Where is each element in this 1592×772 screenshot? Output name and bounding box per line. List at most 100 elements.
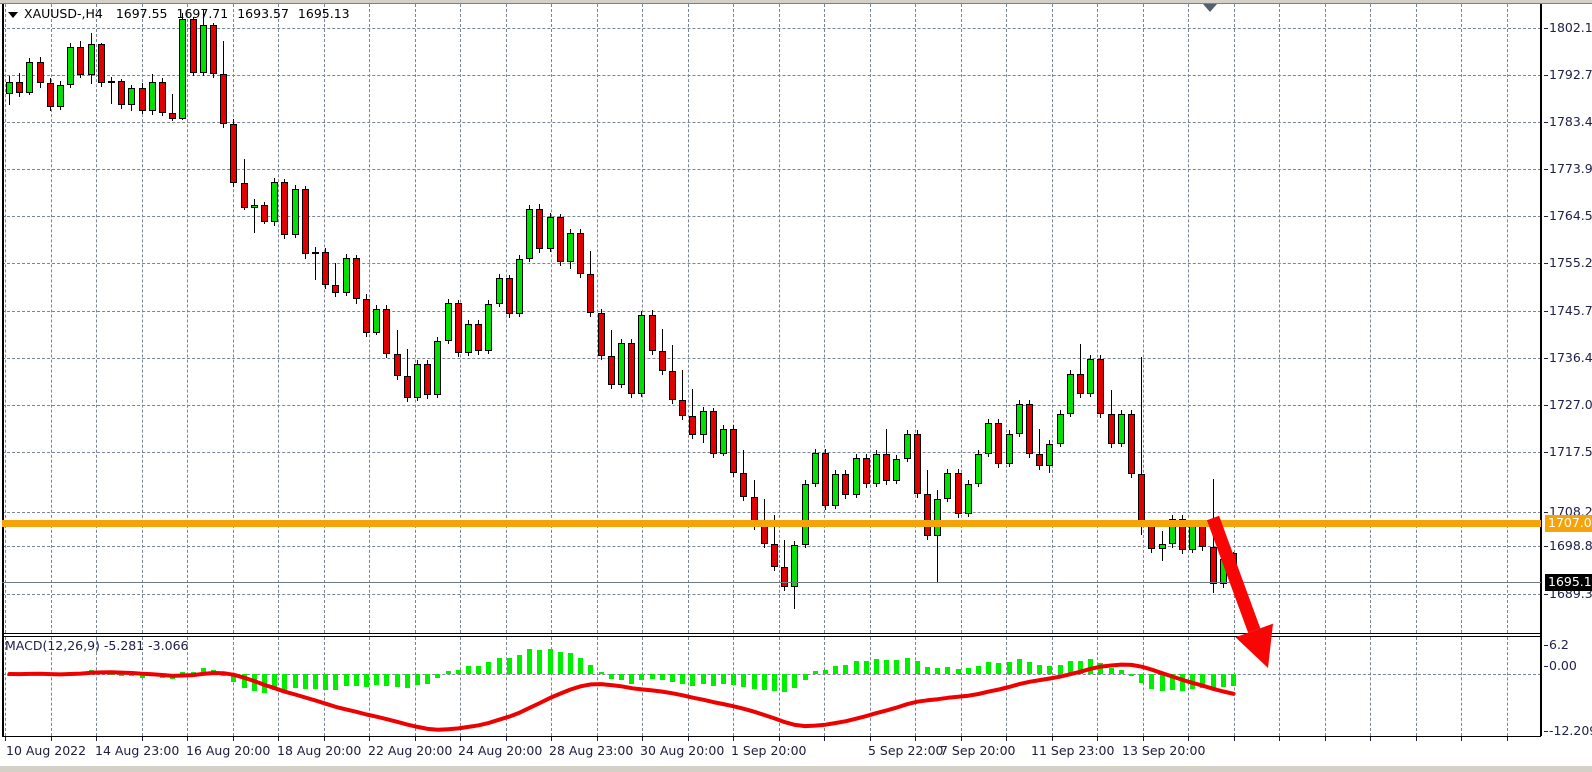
time-axis-tick [460,737,461,741]
macd-histogram-bar [486,662,492,674]
macd-histogram-bar [455,669,461,674]
candle-body-bearish [924,494,931,536]
price-gridline-h [2,358,1541,359]
macd-histogram-bar [996,663,1002,674]
macd-histogram-bar [517,654,522,674]
last-price-badge[interactable]: 1695.13 [1545,574,1592,591]
candle-body-bearish [301,189,309,255]
candle-body-bullish [199,24,207,74]
window-bottom-frame [0,766,1592,772]
chart-gridline-v [187,4,188,633]
price-chart-pane[interactable] [2,4,1541,633]
price-axis-tick [1544,731,1548,732]
price-level-line-orange[interactable] [2,520,1541,527]
candle-body-bullish [893,459,901,482]
macd-histogram-bar [853,661,859,674]
price-axis-label: 1745.75 [1549,303,1592,318]
time-axis-label: 5 Sep 22:00 [868,743,944,758]
candle-body-bullish [516,258,523,314]
macd-histogram-bar [802,673,808,680]
macd-histogram-bar [812,671,818,674]
candle-body-bullish [312,251,319,255]
price-axis-tick [1544,28,1548,29]
candle-body-bullish [1158,543,1166,549]
macd-histogram-bar [1169,673,1175,691]
macd-histogram-bar [935,668,941,674]
macd-histogram-bar [1006,661,1012,674]
triangle-down-marker[interactable] [1203,4,1217,12]
candle-body-bullish [179,18,187,119]
window-top-divider [0,3,1592,4]
candle-body-bullish [291,189,299,235]
candle-body-bearish [556,217,564,262]
candle-body-bearish [240,183,248,208]
time-axis-label: 7 Sep 20:00 [940,743,1016,758]
candle-wick [335,262,337,297]
candle-body-bearish [679,400,687,417]
macd-indicator-pane[interactable] [2,637,1541,736]
candle-body-bearish [383,308,391,354]
candle-body-bearish [1128,414,1135,475]
macd-histogram-bar [1088,659,1094,674]
quote-low: 1693.57 [237,6,289,21]
macd-histogram-bar [1159,673,1165,692]
macd-histogram-bar [751,673,757,689]
macd-histogram-bar [904,657,910,674]
price-axis-tick [1544,512,1548,513]
candle-body-bullish [1066,373,1074,415]
candle-body-bearish [36,61,44,83]
price-axis-tick [1544,263,1548,264]
macd-histogram-bar [241,673,247,689]
candle-wick [682,369,684,421]
macd-histogram-bar [343,673,349,687]
triangle-down-icon[interactable] [8,11,18,18]
candle-body-bullish [87,44,95,75]
price-axis-tick [1544,311,1548,312]
time-axis-label: 16 Aug 20:00 [186,743,271,758]
macd-histogram-bar [792,673,798,689]
candle-body-bearish [913,434,921,495]
chart-gridline-v [1461,4,1462,633]
time-axis-tick [1370,737,1371,741]
macd-histogram-bar [1108,668,1114,674]
chart-gridline-v [870,4,871,633]
candle-body-bullish [873,454,880,485]
candle-body-bullish [434,340,442,396]
macd-axis-label: -12.209 [1549,723,1592,738]
candle-body-bearish [16,81,24,93]
candle-body-bearish [475,323,483,351]
time-axis-tick [1188,737,1189,741]
price-axis[interactable]: 1802.15 1792.70 1783.40 1773.95 1764.50 1755.… [1544,0,1592,772]
chart-gridline-v [1279,4,1280,633]
time-axis-tick [915,737,916,741]
candle-body-bullish [1087,358,1095,395]
macd-histogram-bar [1016,659,1022,674]
candle-body-bearish [97,44,105,84]
macd-histogram-bar [741,673,747,687]
time-axis-label: 14 Aug 23:00 [95,743,180,758]
time-axis[interactable]: 10 Aug 2022 14 Aug 23:00 16 Aug 20:00 18 Au… [0,737,1592,766]
price-axis-label: 1773.95 [1549,161,1592,176]
macd-histogram-bar [1180,673,1185,692]
candle-body-bearish [587,273,595,313]
candle-body-bearish [771,543,778,567]
candle-body-bearish [862,458,870,485]
candle-body-bearish [669,370,676,401]
candle-body-bullish [495,277,503,304]
time-axis-tick [597,737,598,741]
candle-body-bullish [148,81,156,111]
macd-histogram-bar [200,667,206,674]
price-gridline-h [2,216,1541,217]
price-level-badge[interactable]: 1707.01 [1545,515,1592,532]
macd-histogram-bar [823,669,828,674]
price-axis-tick [1544,169,1548,170]
macd-histogram-bar [710,673,716,686]
candle-body-bearish [689,416,697,436]
candle-body-bearish [648,314,656,351]
price-gridline-h [2,311,1541,312]
quote-close: 1695.13 [297,6,350,21]
candle-body-bearish [1036,454,1044,467]
macd-histogram-bar [1149,673,1155,689]
quote-open: 1697.55 [115,6,168,21]
